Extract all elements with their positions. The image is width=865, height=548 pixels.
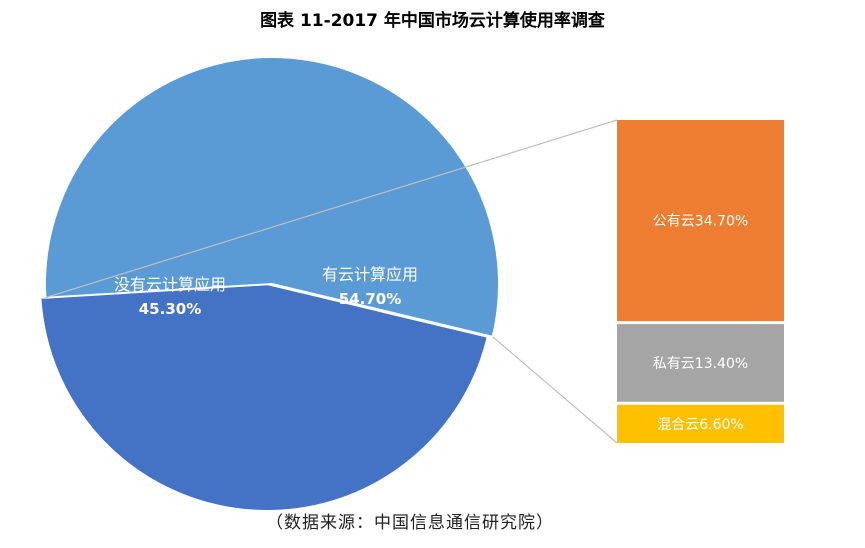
connector-line-top <box>45 119 618 299</box>
pie-label-no-cloud-name: 没有云计算应用 <box>114 275 226 294</box>
bar-segment-private-cloud <box>617 324 784 402</box>
connector-line-bottom <box>492 336 618 444</box>
pie-slice-has-cloud <box>44 56 500 339</box>
pie-slice-no-cloud <box>39 282 489 512</box>
bar-label-public-cloud: 公有云34.70% <box>653 214 748 230</box>
source-note: （数据来源：中国信息通信研究院） <box>266 513 554 533</box>
bar-segment-hybrid-cloud <box>617 404 784 443</box>
pie-label-has-cloud-name: 有云计算应用 <box>322 265 418 284</box>
pie-label-no-cloud-value: 45.30% <box>139 300 201 318</box>
bar-label-private-cloud: 私有云13.40% <box>653 356 748 372</box>
pie-label-has-cloud-value: 54.70% <box>339 290 401 308</box>
bar-segment-public-cloud <box>617 120 784 322</box>
bar-label-hybrid-cloud: 混合云6.60% <box>657 417 743 433</box>
chart-title: 图表 11-2017 年中国市场云计算使用率调查 <box>260 11 605 31</box>
